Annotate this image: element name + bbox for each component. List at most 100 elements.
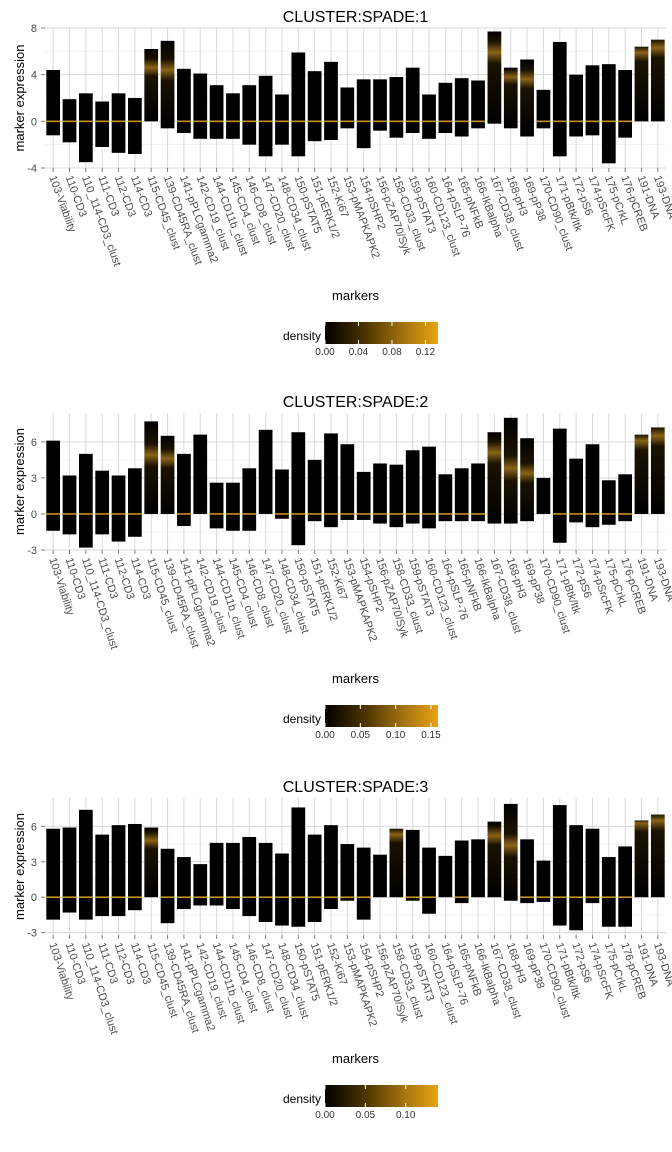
density-bar: [291, 432, 305, 545]
density-bar: [259, 843, 273, 922]
density-bar: [602, 64, 616, 163]
density-bar: [488, 32, 502, 124]
density-bar: [422, 848, 436, 914]
y-tick-label: 3: [31, 473, 37, 485]
y-tick-label: 0: [31, 509, 37, 521]
density-bar: [357, 79, 371, 148]
density-bar: [520, 839, 534, 903]
density-bar: [275, 469, 289, 518]
y-tick-label: -3: [27, 545, 37, 557]
y-tick-label: 3: [31, 857, 37, 869]
density-bar: [340, 88, 354, 129]
y-axis-label: marker expression: [12, 45, 27, 152]
y-tick-label: 6: [31, 821, 37, 833]
density-bar: [406, 68, 420, 133]
density-bar: [340, 444, 354, 520]
density-bar: [340, 844, 354, 901]
density-bar: [95, 102, 109, 148]
density-bar: [177, 857, 191, 909]
density-bar: [504, 804, 518, 901]
y-tick-label: -4: [27, 163, 37, 175]
density-bar: [226, 483, 240, 531]
y-axis-label: marker expression: [12, 428, 27, 535]
legend-tick-label: 0.05: [351, 730, 371, 741]
density-bar: [537, 861, 551, 902]
x-axis-label: markers: [332, 288, 379, 303]
density-bar: [553, 805, 567, 925]
density-bar: [651, 427, 665, 514]
legend-tick-label: 0.00: [315, 730, 335, 741]
legend-tick-label: 0.10: [396, 1110, 416, 1121]
density-bar: [406, 450, 420, 523]
density-bar: [586, 829, 600, 903]
density-bar: [46, 829, 60, 920]
legend-tick-label: 0.00: [315, 347, 335, 358]
density-bar: [553, 429, 567, 543]
density-bar: [569, 825, 583, 930]
legend-colorbar: [325, 705, 438, 727]
density-bar: [537, 90, 551, 129]
density-bar: [144, 421, 158, 514]
density-bar: [79, 454, 93, 548]
density-bar: [46, 441, 60, 531]
density-bar: [46, 70, 60, 135]
density-bar: [95, 835, 109, 916]
density-bar: [618, 70, 632, 138]
legend-colorbar: [325, 1085, 438, 1107]
density-bar: [161, 436, 175, 514]
legend-title: density: [283, 1092, 321, 1106]
y-tick-label: 8: [31, 23, 37, 35]
density-bar: [112, 475, 126, 541]
density-bar: [144, 49, 158, 121]
density-bar: [193, 74, 207, 139]
density-bar: [242, 468, 256, 530]
density-bar: [504, 68, 518, 129]
density-bar: [651, 40, 665, 122]
density-bar: [79, 93, 93, 162]
density-bar: [373, 79, 387, 130]
y-tick-label: 0: [31, 892, 37, 904]
density-bar: [95, 471, 109, 535]
density-bar: [177, 69, 191, 133]
density-bar: [112, 93, 126, 153]
density-bar: [275, 95, 289, 145]
density-bar: [275, 854, 289, 926]
density-bar: [357, 472, 371, 520]
density-bar: [471, 839, 485, 897]
density-bar: [357, 848, 371, 920]
density-bar: [161, 41, 175, 129]
legend-title: density: [283, 712, 321, 726]
density-bar: [259, 430, 273, 514]
density-bar: [144, 828, 158, 898]
legend-tick-label: 0.10: [386, 730, 406, 741]
y-tick-label: 6: [31, 437, 37, 449]
density-bar: [324, 62, 338, 140]
y-tick-label: 0: [31, 116, 37, 128]
x-axis-label: markers: [332, 1051, 379, 1066]
density-bar: [422, 95, 436, 139]
density-bar: [537, 478, 551, 514]
density-bar: [488, 822, 502, 898]
density-bar: [520, 438, 534, 521]
chart-panel-2: CLUSTER:SPADE:2-3036marker expression103…: [12, 394, 672, 741]
y-tick-label: 4: [31, 70, 37, 82]
density-bar: [389, 829, 403, 898]
chart-title: CLUSTER:SPADE:1: [283, 9, 429, 26]
density-bar: [79, 810, 93, 920]
density-bar: [455, 78, 469, 136]
density-bar: [635, 820, 649, 897]
legend-tick-label: 0.00: [315, 1110, 335, 1121]
density-bar: [193, 435, 207, 514]
density-bar: [128, 468, 142, 537]
density-bar: [635, 435, 649, 514]
density-bar: [210, 483, 224, 529]
density-bar: [602, 480, 616, 524]
density-bar: [602, 857, 616, 927]
density-bar: [291, 807, 305, 926]
density-bar: [308, 835, 322, 922]
legend-colorbar: [325, 322, 438, 344]
density-bar: [210, 85, 224, 139]
legend-title: density: [283, 329, 321, 343]
density-bar: [439, 83, 453, 133]
density-bar: [161, 849, 175, 923]
